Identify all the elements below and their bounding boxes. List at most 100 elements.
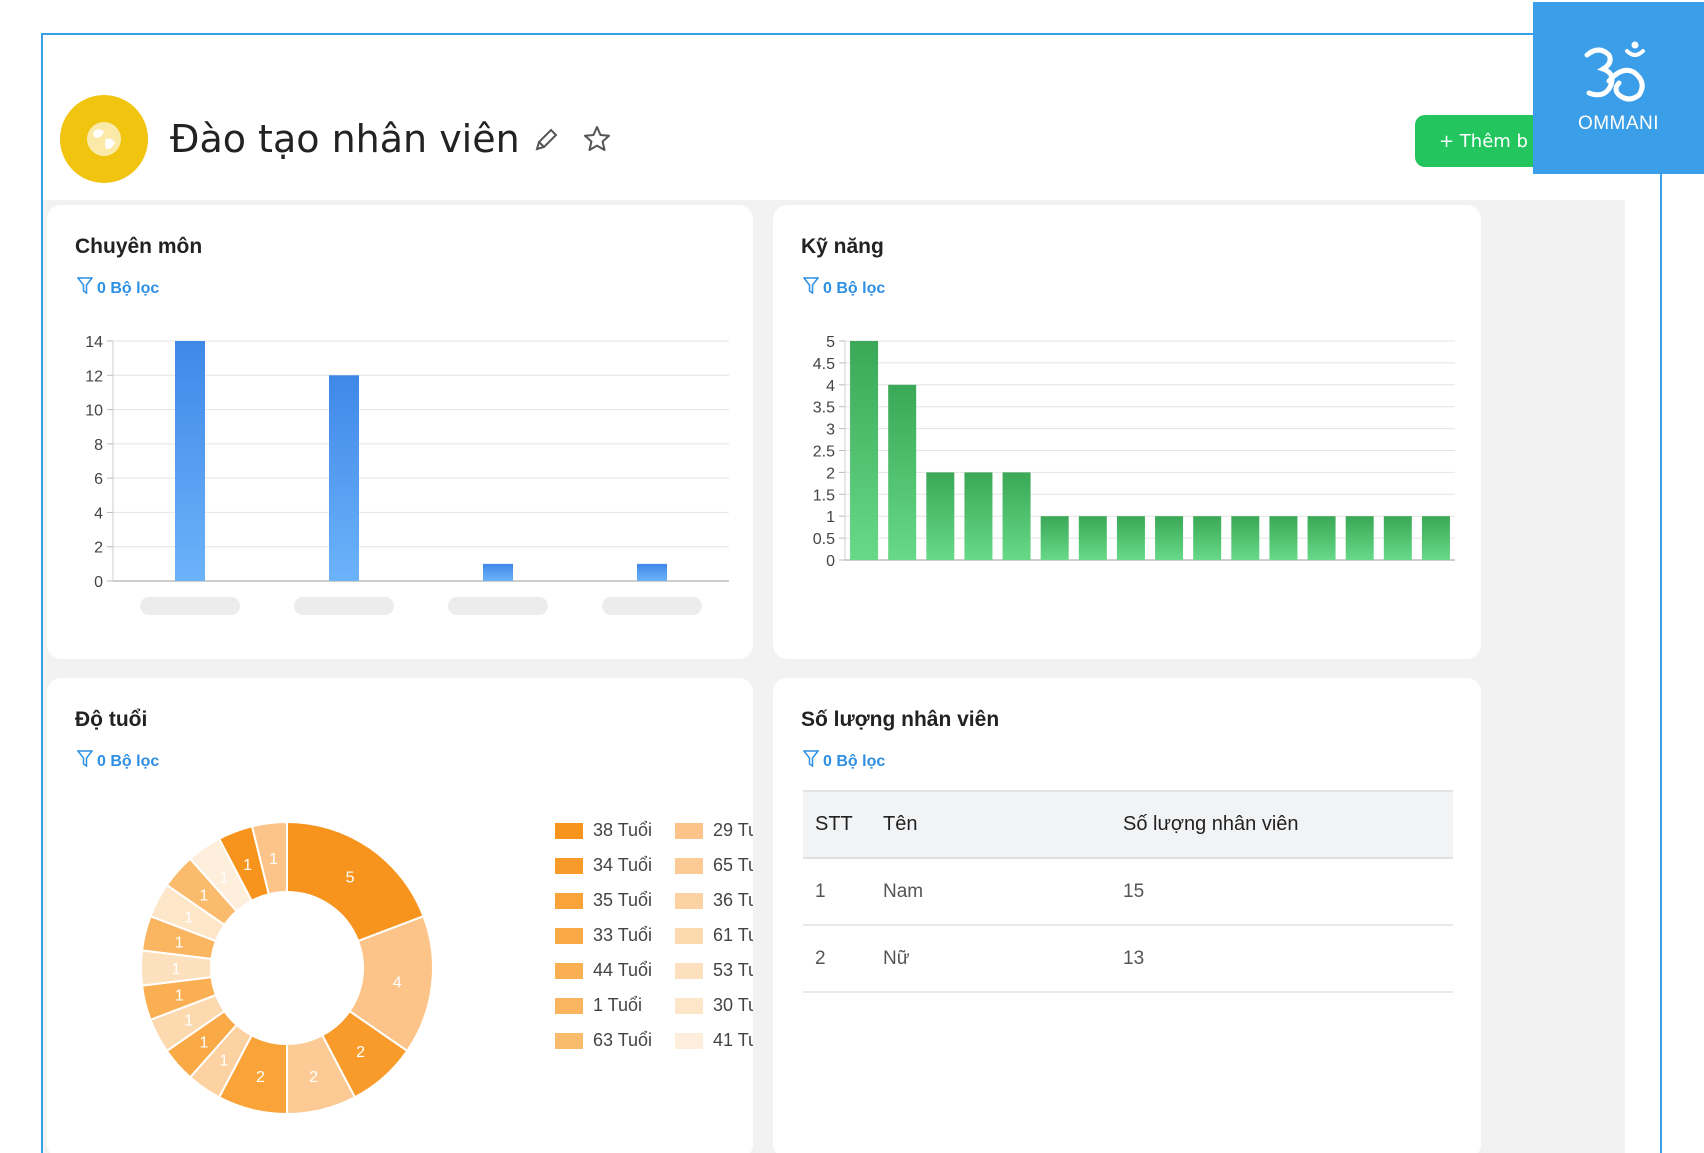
legend-label: 41 Tuổi <box>713 1030 753 1050</box>
filter-button[interactable]: 0 Bộ lọc <box>802 750 885 773</box>
column-header: Tên <box>883 790 1123 859</box>
slice-label: 1 <box>219 1052 228 1069</box>
bar <box>1383 516 1412 560</box>
legend-item[interactable]: 63 Tuổi <box>555 1030 675 1051</box>
table-cell: 15 <box>1123 858 1453 926</box>
y-tick-label: 1.5 <box>813 487 835 504</box>
bar <box>1002 472 1031 560</box>
y-tick-label: 14 <box>85 334 103 351</box>
y-tick-label: 0 <box>826 553 835 570</box>
ommani-logo: OMMANI <box>1533 2 1704 174</box>
legend-item[interactable]: 41 Tuổi <box>675 1030 753 1051</box>
legend-swatch <box>675 892 703 909</box>
legend-item[interactable]: 29 Tuổi <box>675 820 753 841</box>
legend-item[interactable]: 61 Tuổi <box>675 925 753 946</box>
y-tick-label: 5 <box>826 334 835 351</box>
pencil-icon[interactable] <box>533 127 559 157</box>
filter-label: 0 Bộ lọc <box>97 752 160 770</box>
bar <box>964 472 993 560</box>
legend-item[interactable]: 34 Tuổi <box>555 855 675 876</box>
ky-nang-card: Kỹ năng 0 Bộ lọc 0 0.5 1 1.5 2 2.5 3 3.5 4 4.5 5 <box>773 205 1481 659</box>
bar <box>1269 516 1298 560</box>
legend-label: 35 Tuổi <box>593 890 653 910</box>
legend-label: 53 Tuổi <box>713 960 753 980</box>
filter-button[interactable]: 0 Bộ lọc <box>802 277 886 300</box>
slice-label: 1 <box>269 851 278 868</box>
legend-swatch <box>555 857 583 874</box>
chart-legend: 38 Tuổi 29 Tuổi 34 Tuổi 65 Tuổi 35 Tuổi 36 Tu… <box>555 820 753 1051</box>
table-row[interactable]: 1 Nam 15 <box>803 858 1453 926</box>
bar <box>1231 516 1260 560</box>
slice-label: 1 <box>172 961 181 978</box>
legend-swatch <box>675 962 703 979</box>
bar <box>926 472 955 560</box>
card-title: Số lượng nhân viên <box>801 708 1000 731</box>
bar <box>1193 516 1222 560</box>
legend-swatch <box>555 997 583 1014</box>
column-header: STT <box>803 790 883 859</box>
legend-label: 30 Tuổi <box>713 995 753 1015</box>
y-tick-label: 10 <box>85 403 103 420</box>
legend-item[interactable]: 36 Tuổi <box>675 890 753 911</box>
app-window: Đào tạo nhân viên + Thêm b Chuyên môn 0 … <box>41 33 1662 1153</box>
legend-item[interactable]: 38 Tuổi <box>555 820 675 841</box>
legend-item[interactable]: 1 Tuổi <box>555 995 675 1016</box>
star-icon[interactable] <box>583 125 611 157</box>
legend-item[interactable]: 33 Tuổi <box>555 925 675 946</box>
bar <box>888 384 917 560</box>
chuyen-mon-bar-chart: 0 2 4 6 8 10 12 14 <box>85 334 729 615</box>
legend-swatch <box>555 927 583 944</box>
bar <box>1307 516 1336 560</box>
bar <box>1040 516 1069 560</box>
filter-button[interactable]: 0 Bộ lọc <box>76 750 160 773</box>
legend-label: 38 Tuổi <box>593 820 653 840</box>
bar <box>1078 516 1107 560</box>
y-tick-label: 8 <box>94 437 103 454</box>
bar <box>637 563 667 581</box>
y-tick-label: 1 <box>826 509 835 526</box>
slice-label: 1 <box>243 857 252 874</box>
y-tick-label: 12 <box>85 368 103 385</box>
bar <box>1155 516 1184 560</box>
page-header: Đào tạo nhân viên + Thêm b <box>43 35 1660 200</box>
legend-item[interactable]: 53 Tuổi <box>675 960 753 981</box>
slice-label: 1 <box>184 1013 193 1030</box>
donut-slice <box>250 820 288 896</box>
filter-icon <box>802 750 820 773</box>
slice-label: 1 <box>175 988 184 1005</box>
y-tick-label: 3.5 <box>813 400 835 417</box>
legend-swatch <box>555 1032 583 1049</box>
slice-label: 2 <box>309 1069 318 1086</box>
legend-item[interactable]: 44 Tuổi <box>555 960 675 981</box>
legend-swatch <box>675 997 703 1014</box>
bar <box>1421 516 1450 560</box>
x-label-placeholder <box>140 597 240 615</box>
slice-label: 1 <box>175 934 184 951</box>
bar <box>329 375 359 581</box>
legend-swatch <box>555 892 583 909</box>
y-tick-label: 6 <box>94 471 103 488</box>
legend-label: 63 Tuổi <box>593 1030 653 1050</box>
scrollbar-track[interactable] <box>1625 200 1651 1153</box>
legend-item[interactable]: 65 Tuổi <box>675 855 753 876</box>
y-tick-label: 0.5 <box>813 531 835 548</box>
y-tick-label: 4.5 <box>813 356 835 373</box>
globe-icon <box>60 95 148 183</box>
slice-label: 5 <box>346 870 355 887</box>
legend-item[interactable]: 35 Tuổi <box>555 890 675 911</box>
table-row[interactable]: 2 Nữ 13 <box>803 925 1453 993</box>
filter-label: 0 Bộ lọc <box>97 279 160 297</box>
legend-label: 44 Tuổi <box>593 960 653 980</box>
legend-swatch <box>675 857 703 874</box>
filter-icon <box>802 277 820 300</box>
table-header-row: STT Tên Số lượng nhân viên <box>803 790 1453 859</box>
card-title: Kỹ năng <box>801 235 884 258</box>
legend-item[interactable]: 30 Tuổi <box>675 995 753 1016</box>
bar <box>175 341 205 581</box>
x-label-placeholder <box>448 597 548 615</box>
legend-label: 65 Tuổi <box>713 855 753 875</box>
slice-label: 1 <box>199 1035 208 1052</box>
filter-button[interactable]: 0 Bộ lọc <box>76 277 160 300</box>
filter-label: 0 Bộ lọc <box>823 279 886 297</box>
